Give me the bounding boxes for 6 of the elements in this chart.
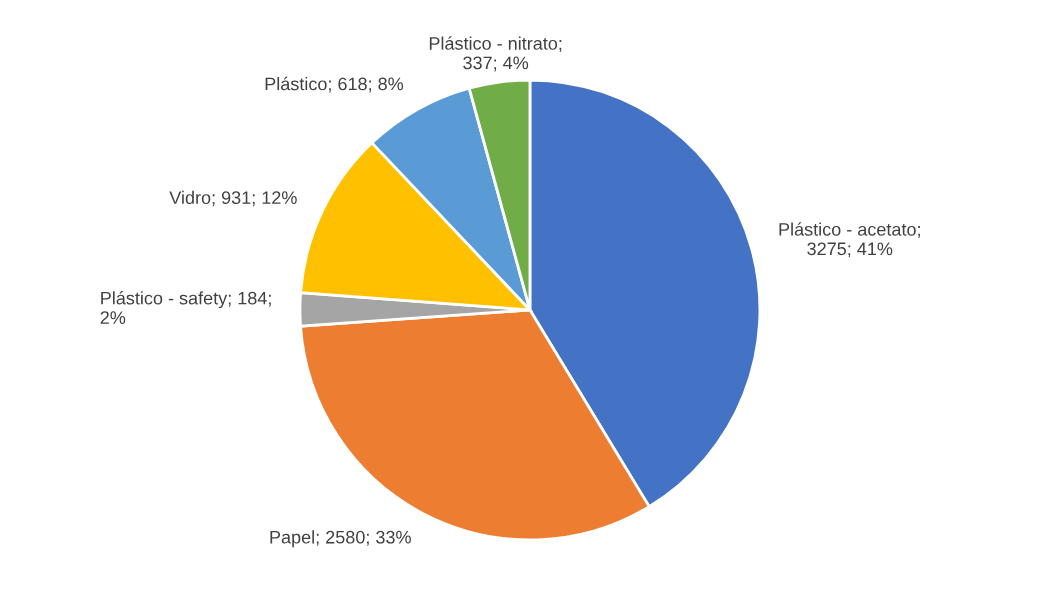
slice-label: Plástico - acetato; 3275; 41%	[779, 222, 920, 258]
slice-label: Plástico - nitrato; 337; 4%	[429, 36, 562, 72]
slice-label: Papel; 2580; 33%	[270, 530, 411, 548]
slice-label: Plástico - safety; 184; 2%	[100, 291, 271, 324]
slice-label: Plástico; 618; 8%	[265, 76, 404, 93]
slice-label: Vidro; 931; 12%	[169, 190, 297, 207]
